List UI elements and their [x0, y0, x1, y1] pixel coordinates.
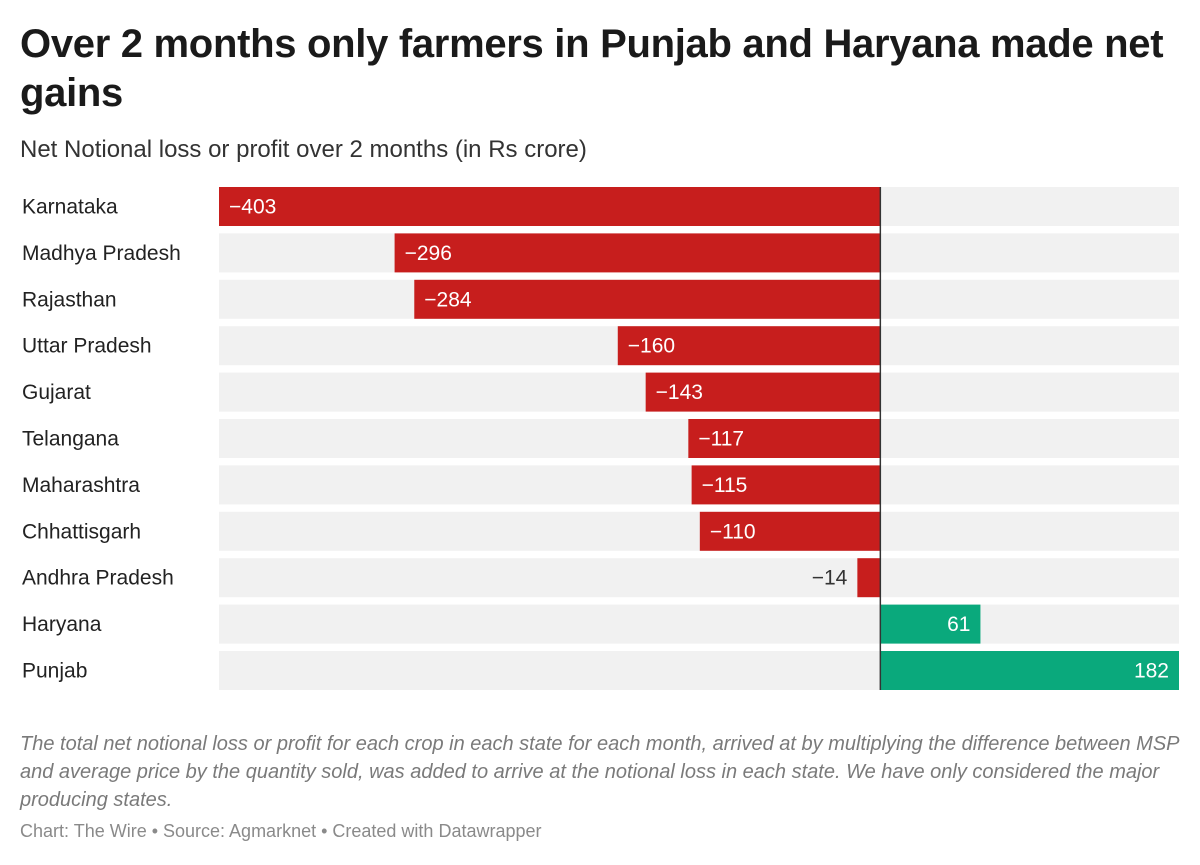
value-label-maharashtra: −115: [702, 474, 748, 497]
value-label-haryana: 61: [947, 613, 970, 636]
category-label-haryana: Haryana: [22, 613, 102, 636]
bar-rajasthan: [414, 279, 881, 319]
value-label-madhya-pradesh: −296: [405, 242, 452, 265]
value-label-andhra-pradesh: −14: [812, 567, 848, 590]
category-label-rajasthan: Rajasthan: [22, 288, 117, 311]
value-label-karnataka: −403: [229, 196, 276, 219]
chart-title: Over 2 months only farmers in Punjab and…: [20, 22, 1164, 115]
chart-subtitle: Net Notional loss or profit over 2 month…: [20, 136, 587, 163]
category-label-uttar-pradesh: Uttar Pradesh: [22, 335, 152, 358]
bar-track-chhattisgarh: [219, 511, 1179, 551]
value-label-telangana: −117: [698, 428, 744, 451]
category-label-telangana: Telangana: [22, 428, 119, 451]
bar-maharashtra: [691, 465, 881, 505]
bar-track-andhra-pradesh: [219, 558, 1179, 598]
bar-gujarat: [645, 372, 881, 412]
bar-telangana: [688, 419, 881, 458]
category-label-chhattisgarh: Chhattisgarh: [22, 520, 141, 543]
category-label-maharashtra: Maharashtra: [22, 474, 140, 497]
value-label-rajasthan: −284: [424, 288, 472, 311]
bar-chhattisgarh: [699, 511, 881, 551]
bar-track-haryana: [219, 604, 1179, 644]
bar-punjab: [880, 651, 1179, 690]
bar-uttar-pradesh: [617, 326, 881, 366]
category-label-punjab: Punjab: [22, 660, 87, 683]
value-label-gujarat: −143: [656, 381, 703, 404]
chart-byline: Chart: The Wire • Source: Agmarknet • Cr…: [20, 821, 542, 841]
value-label-punjab: 182: [1134, 660, 1169, 683]
value-label-uttar-pradesh: −160: [628, 335, 675, 358]
bar-andhra-pradesh: [857, 558, 881, 598]
chart-notes: The total net notional loss or profit fo…: [20, 733, 1179, 811]
category-label-gujarat: Gujarat: [22, 381, 91, 404]
bar-chart: Karnataka −403 Madhya Pradesh −296 Rajasthan…: [22, 187, 1179, 690]
category-label-madhya-pradesh: Madhya Pradesh: [22, 242, 181, 265]
bar-madhya-pradesh: [394, 233, 881, 273]
value-label-chhattisgarh: −110: [710, 520, 756, 543]
category-label-karnataka: Karnataka: [22, 196, 118, 219]
bar-karnataka: [219, 187, 881, 226]
category-label-andhra-pradesh: Andhra Pradesh: [22, 567, 174, 590]
bar-haryana: [880, 604, 981, 644]
